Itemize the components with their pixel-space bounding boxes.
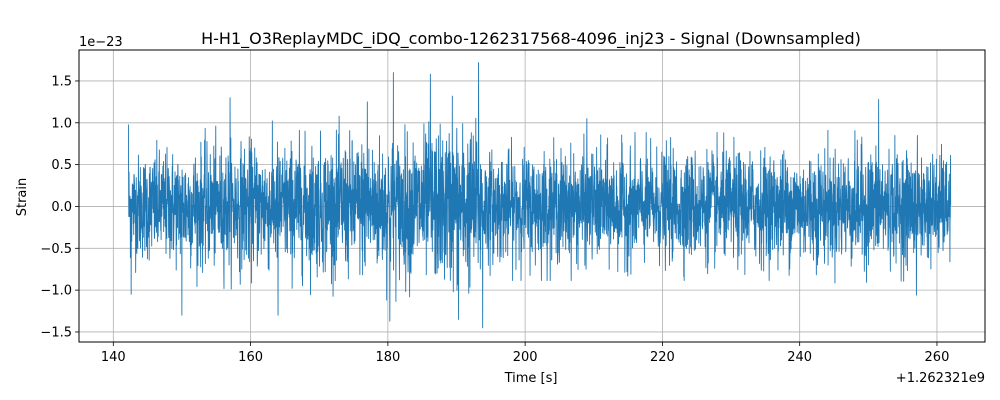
- ticks: 140 160 180 200 220 240 260 −1.5 −1.0 −0.5 0.0 0.5 1…: [40, 74, 949, 365]
- x-tick-label: 180: [375, 350, 400, 365]
- x-tick-label: 220: [650, 350, 675, 365]
- x-tick-label: 260: [925, 350, 950, 365]
- x-offset-label: +1.262321e9: [896, 371, 985, 386]
- x-axis-label: Time [s]: [504, 371, 558, 386]
- y-axis-label: Strain: [15, 178, 30, 217]
- y-tick-label: 1.5: [51, 74, 72, 89]
- y-tick-label: −1.5: [40, 325, 72, 340]
- y-tick-label: 1.0: [51, 116, 72, 131]
- chart-title: H-H1_O3ReplayMDC_iDQ_combo-1262317568-40…: [201, 29, 861, 49]
- signal-line: [127, 62, 952, 329]
- x-tick-label: 240: [787, 350, 812, 365]
- y-scale-label: 1e−23: [79, 35, 123, 50]
- series-line: [127, 62, 952, 329]
- y-tick-label: 0.5: [51, 158, 72, 173]
- y-tick-label: −1.0: [40, 284, 72, 299]
- x-tick-label: 140: [101, 350, 126, 365]
- x-tick-label: 200: [513, 350, 538, 365]
- x-tick-label: 160: [238, 350, 263, 365]
- y-tick-label: −0.5: [40, 242, 72, 257]
- plot-frame: [78, 49, 986, 343]
- y-tick-label: 0.0: [51, 200, 72, 215]
